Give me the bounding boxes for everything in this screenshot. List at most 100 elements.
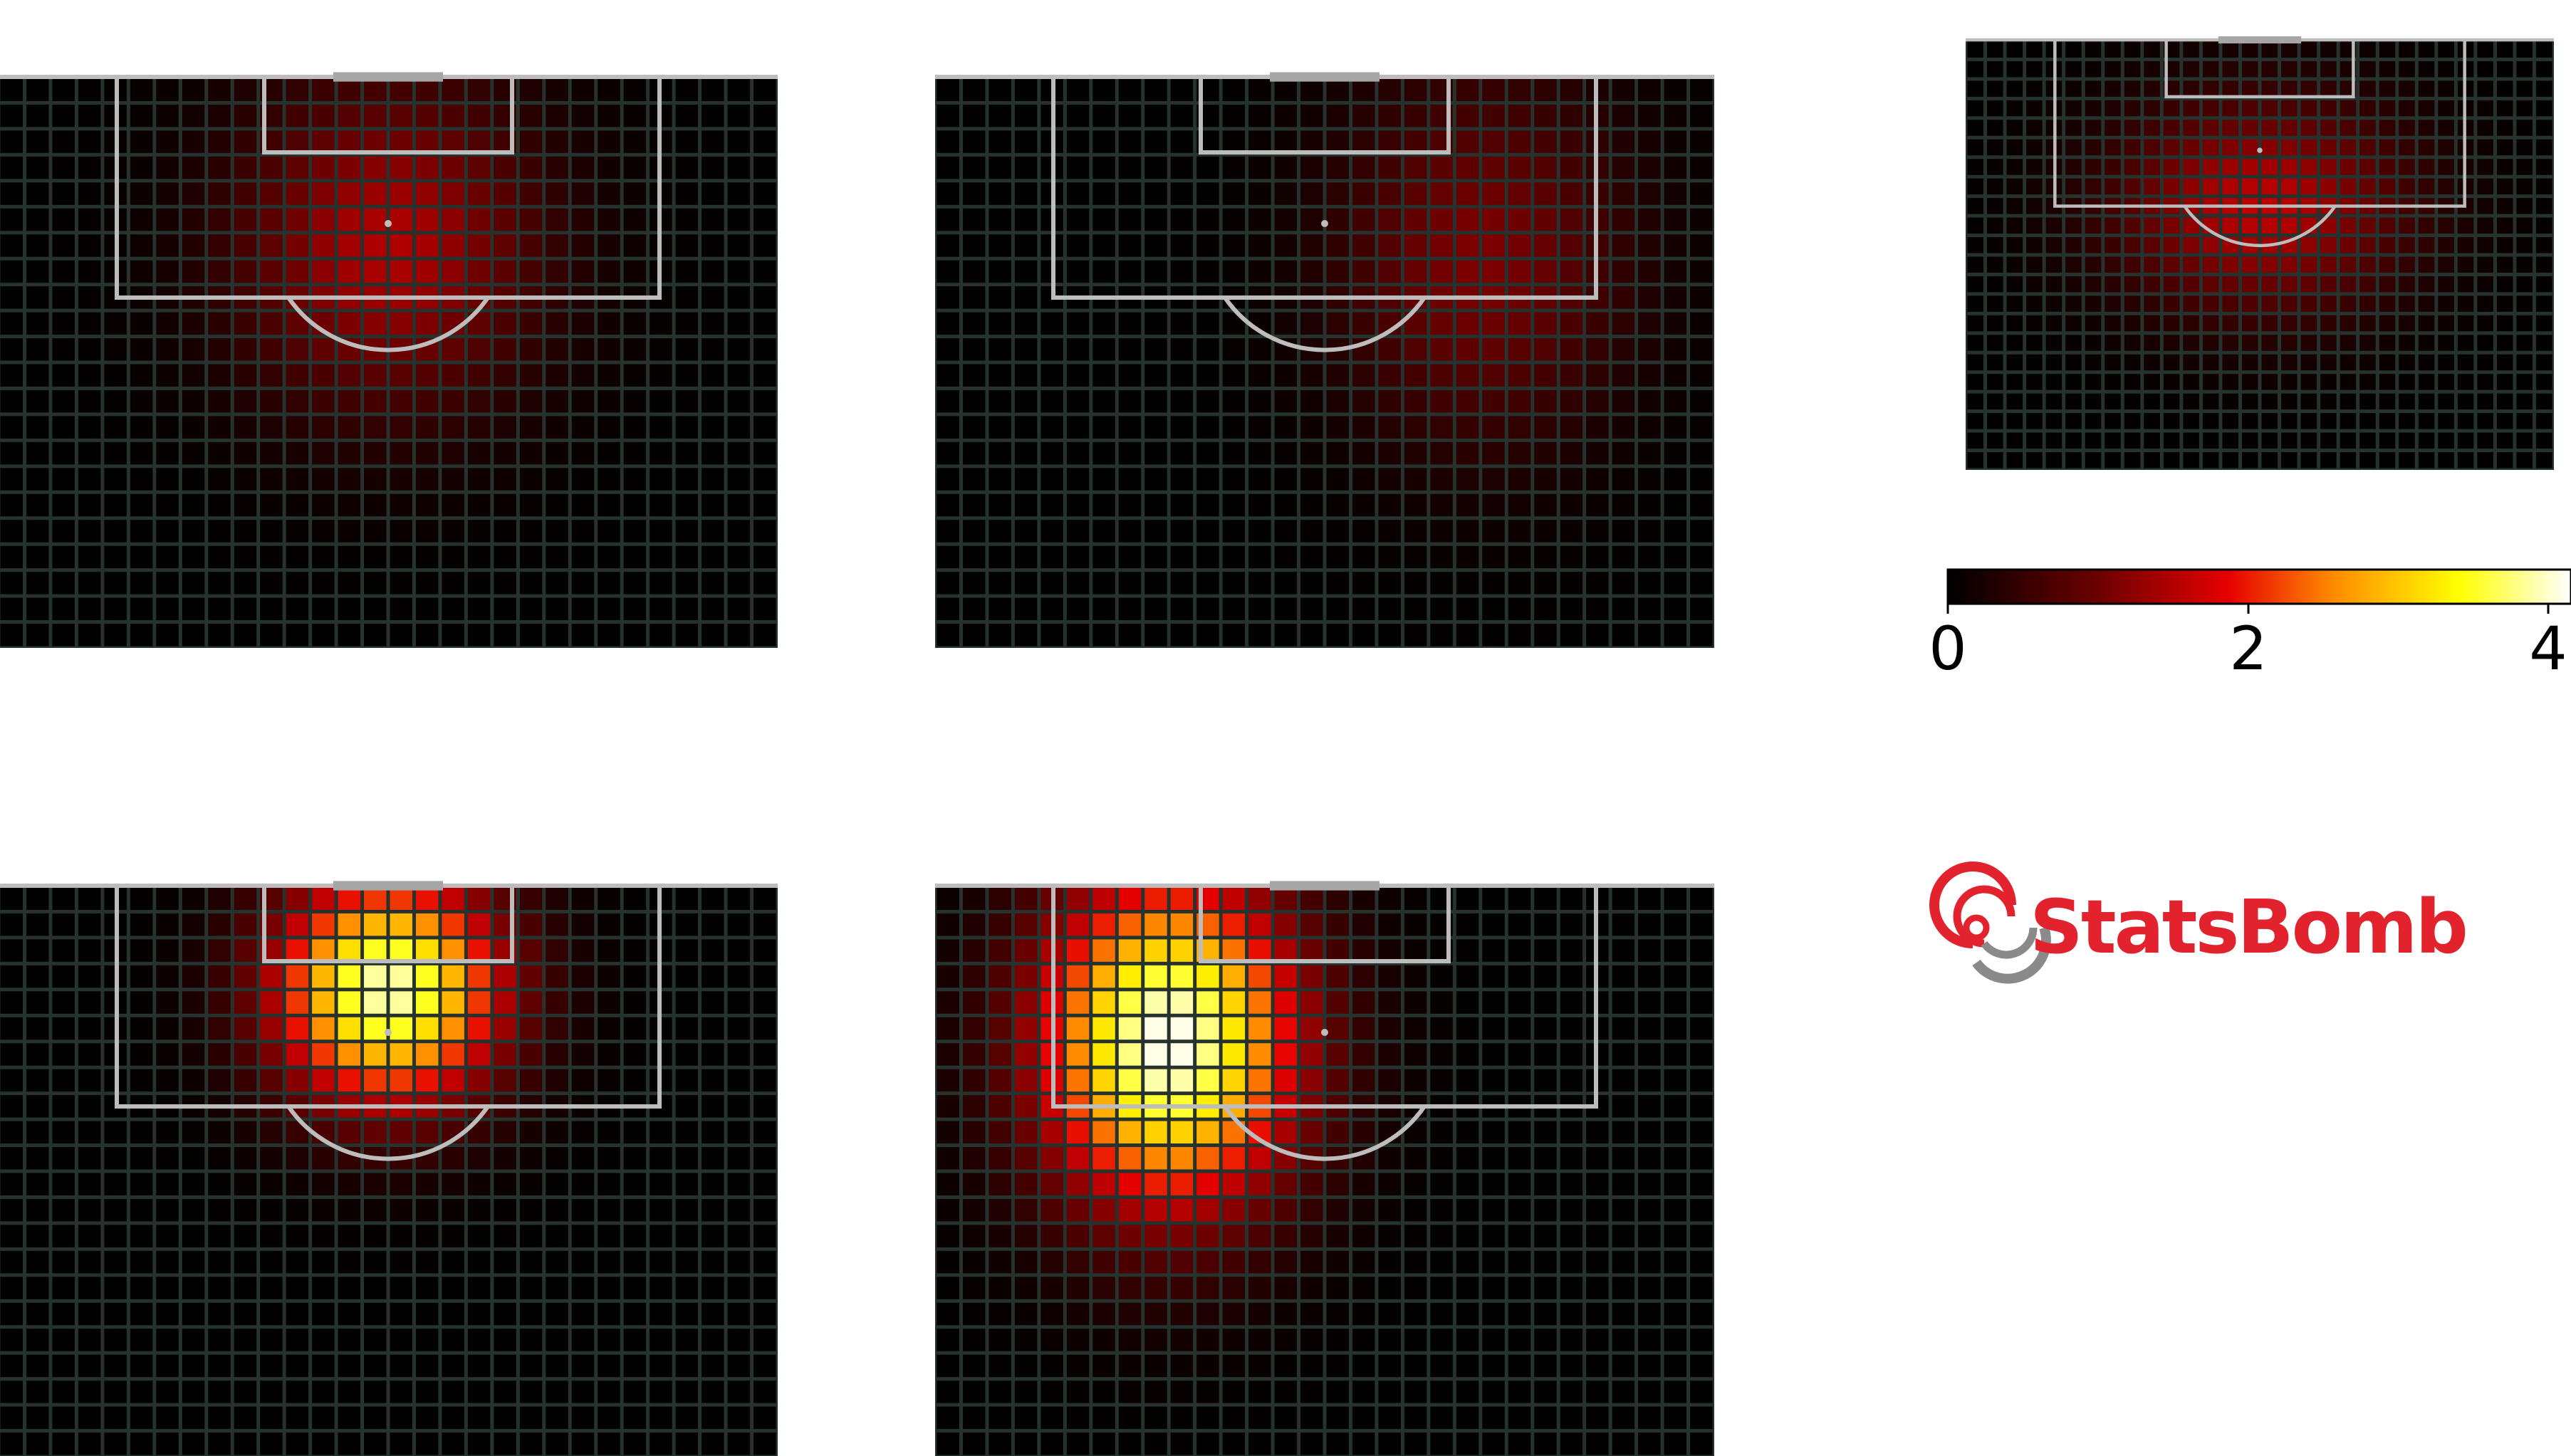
heatmap-cell — [0, 1225, 23, 1247]
heatmap-cell — [2065, 61, 2082, 78]
heatmap-cell — [2320, 139, 2337, 156]
heatmap-cell — [623, 1225, 647, 1247]
heatmap-cell — [1534, 572, 1557, 595]
heatmap-cell — [234, 182, 257, 205]
heatmap-cell — [2124, 256, 2141, 273]
heatmap-cell — [2261, 413, 2278, 429]
heatmap-cell — [312, 1329, 335, 1351]
heatmap-cell — [2202, 100, 2219, 117]
heatmap-cell — [1274, 1381, 1298, 1403]
heatmap-cell — [962, 1147, 986, 1170]
heatmap-cell — [1092, 1173, 1115, 1195]
heatmap-cell — [1430, 1406, 1453, 1430]
heatmap-cell — [1196, 1121, 1219, 1144]
heatmap-cell — [1534, 1406, 1557, 1430]
heatmap-cell — [2535, 452, 2552, 468]
heatmap-cell — [415, 182, 439, 205]
heatmap-cell — [1638, 1043, 1661, 1066]
heatmap-cell — [1456, 1250, 1479, 1274]
heatmap-cell — [312, 545, 335, 569]
heatmap-cell — [2359, 393, 2376, 410]
heatmap-cell — [2418, 159, 2435, 175]
heatmap-cell — [1638, 182, 1661, 205]
heatmap-cell — [78, 1433, 101, 1455]
heatmap-cell — [2300, 61, 2317, 78]
heatmap-cell — [1508, 991, 1531, 1014]
heatmap-cell — [2399, 393, 2415, 410]
heatmap-cell — [1560, 1433, 1583, 1455]
heatmap-cell — [1326, 104, 1349, 127]
heatmap-cell — [2516, 276, 2533, 293]
heatmap-cell — [1118, 545, 1142, 569]
heatmap-cell — [2065, 276, 2082, 293]
heatmap-cell — [2399, 354, 2415, 371]
heatmap-cell — [104, 1173, 127, 1195]
heatmap-cell — [260, 1302, 283, 1326]
heatmap-cell — [52, 572, 75, 595]
heatmap-cell — [962, 1017, 986, 1040]
heatmap-cell — [1248, 389, 1271, 413]
heatmap-cell — [312, 1250, 335, 1274]
heatmap-cell — [442, 520, 464, 543]
heatmap-cell — [2065, 295, 2082, 312]
heatmap-cell — [2183, 159, 2199, 175]
heatmap-cell — [1196, 234, 1219, 257]
heatmap-cell — [1378, 545, 1401, 569]
heatmap-cell — [1170, 939, 1194, 962]
heatmap-cell — [1987, 237, 2003, 253]
heatmap-cell — [1196, 493, 1219, 517]
heatmap-cell — [338, 887, 361, 910]
heatmap-cell — [1534, 156, 1557, 179]
heatmap-cell — [519, 389, 543, 413]
heatmap-cell — [390, 1250, 412, 1274]
heatmap-cell — [937, 364, 959, 387]
heatmap-cell — [1690, 1069, 1713, 1092]
heatmap-cell — [937, 965, 959, 988]
heatmap-cell — [364, 887, 387, 910]
heatmap-cell — [1170, 1406, 1194, 1430]
heatmap-cell — [1118, 1198, 1142, 1222]
heatmap-cell — [753, 389, 776, 413]
heatmap-cell — [1404, 1329, 1427, 1351]
heatmap-cell — [1066, 1277, 1090, 1299]
heatmap-cell — [1404, 104, 1427, 127]
heatmap-cell — [1248, 1302, 1271, 1326]
heatmap-cell — [1222, 78, 1246, 101]
heatmap-cell — [1967, 61, 1984, 78]
heatmap-cell — [519, 1250, 543, 1274]
heatmap-cell — [1638, 260, 1661, 283]
heatmap-cell — [52, 208, 75, 231]
heatmap-cell — [1456, 493, 1479, 517]
heatmap-cell — [1066, 887, 1090, 910]
heatmap-cell — [1534, 1329, 1557, 1351]
heatmap-cell — [962, 130, 986, 153]
heatmap-cell — [1967, 335, 1984, 351]
heatmap-cell — [1222, 234, 1246, 257]
heatmap-cell — [1196, 991, 1219, 1014]
heatmap-cell — [1274, 468, 1298, 491]
heatmap-cell — [1560, 1406, 1583, 1430]
heatmap-cell — [1690, 520, 1713, 543]
heatmap-cell — [2124, 80, 2141, 97]
heatmap-cell — [1066, 1173, 1090, 1195]
heatmap-cell — [1300, 1121, 1323, 1144]
heatmap-cell — [1378, 1302, 1401, 1326]
heatmap-cell — [2183, 276, 2199, 293]
heatmap-cell — [338, 468, 361, 491]
heatmap-cell — [2006, 276, 2023, 293]
heatmap-cell — [1066, 597, 1090, 621]
heatmap-cell — [1638, 1198, 1661, 1222]
heatmap-cell — [675, 1406, 699, 1430]
heatmap-cell — [442, 1302, 464, 1326]
heatmap-cell — [2477, 120, 2493, 136]
heatmap-cell — [675, 416, 699, 439]
heatmap-cell — [52, 182, 75, 205]
heatmap-cell — [1196, 597, 1219, 621]
heatmap-cell — [1690, 1225, 1713, 1247]
heatmap-cell — [1534, 1147, 1557, 1170]
heatmap-cell — [1300, 1225, 1323, 1247]
heatmap-cell — [1274, 78, 1298, 101]
heatmap-cell — [130, 939, 153, 962]
heatmap-cell — [2496, 432, 2513, 449]
heatmap-cell — [702, 913, 724, 936]
